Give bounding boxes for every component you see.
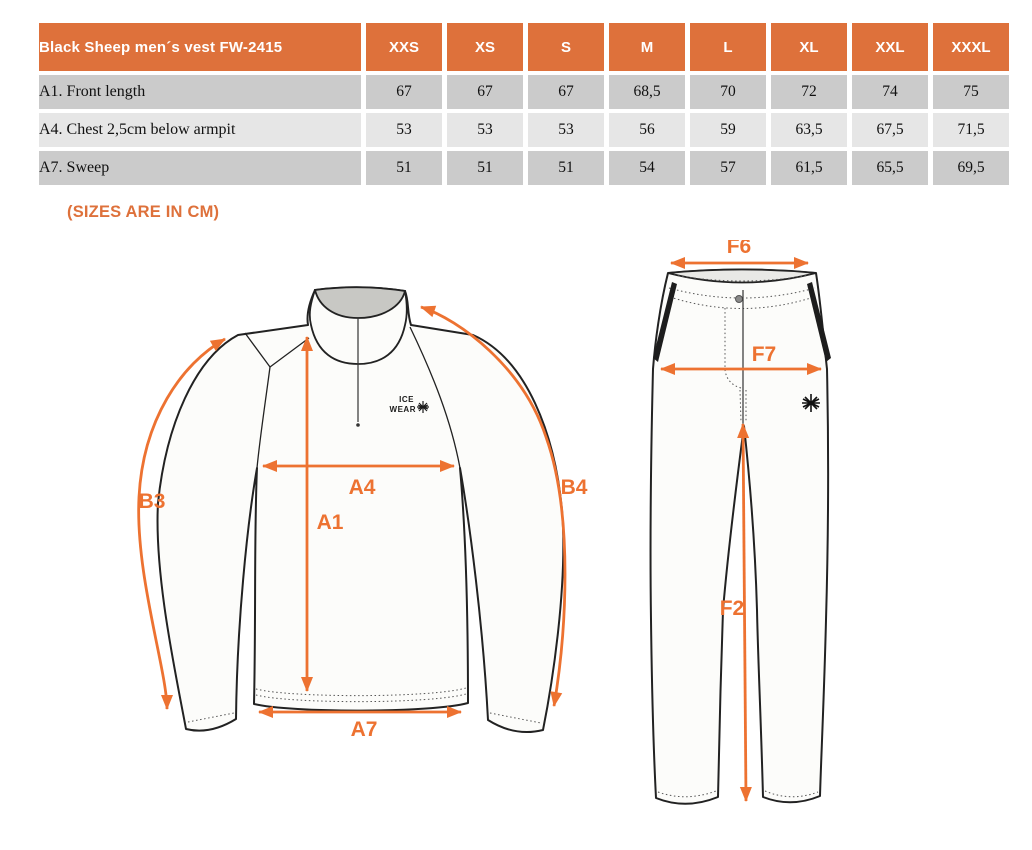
- table-row-front-length: A1. Front length 67 67 67 68,5 70 72 74 …: [39, 75, 1009, 109]
- crotch-stitch: [739, 389, 747, 423]
- waist-button: [735, 295, 743, 303]
- size-cell: 59: [690, 113, 766, 147]
- size-cell: 67: [528, 75, 604, 109]
- size-cell: 51: [447, 151, 523, 185]
- size-cell: 51: [528, 151, 604, 185]
- table-row-sweep: A7. Sweep 51 51 51 54 57 61,5 65,5 69,5: [39, 151, 1009, 185]
- size-cell: 67,5: [852, 113, 928, 147]
- size-cell: 51: [366, 151, 442, 185]
- measure-label-a1: A1: [317, 511, 344, 534]
- size-col-xxl: XXL: [852, 23, 928, 71]
- vest-collar-inner: [313, 286, 407, 319]
- table-row-chest: A4. Chest 2,5cm below armpit 53 53 53 56…: [39, 113, 1009, 147]
- size-cell: 68,5: [609, 75, 685, 109]
- table-header-row: Black Sheep men´s vest FW-2415 XXS XS S …: [39, 23, 1009, 71]
- pants-body-outline: [649, 268, 830, 805]
- measure-label-a4: A4: [349, 476, 376, 499]
- row-label: A4. Chest 2,5cm below armpit: [39, 113, 361, 147]
- size-cell: 70: [690, 75, 766, 109]
- size-cell: 74: [852, 75, 928, 109]
- size-cell: 71,5: [933, 113, 1009, 147]
- size-cell: 53: [447, 113, 523, 147]
- leg-hem-stitch: [657, 790, 717, 798]
- size-col-xl: XL: [771, 23, 847, 71]
- vest-raglan-seam-left: [256, 366, 271, 469]
- size-cell: 75: [933, 75, 1009, 109]
- size-col-xxxl: XXXL: [933, 23, 1009, 71]
- measure-arrow-b4: [420, 305, 567, 707]
- size-chart-table: Black Sheep men´s vest FW-2415 XXS XS S …: [34, 19, 1014, 189]
- size-cell: 63,5: [771, 113, 847, 147]
- pants-snowflake-icon: [802, 394, 820, 412]
- pants-waist-opening: [667, 268, 817, 284]
- table-title: Black Sheep men´s vest FW-2415: [39, 23, 361, 71]
- pocket-right: [807, 282, 831, 362]
- measure-label-b3: B3: [139, 490, 166, 513]
- measure-label-f2: F2: [720, 597, 745, 620]
- size-col-s: S: [528, 23, 604, 71]
- vest-diagram: ICE WEAR B3 B4 A4 A1 A7: [137, 286, 588, 741]
- size-cell: 65,5: [852, 151, 928, 185]
- size-cell: 57: [690, 151, 766, 185]
- measure-label-f6: F6: [727, 240, 752, 258]
- measure-arrow-b3: [137, 337, 226, 710]
- measure-label-b4: B4: [561, 476, 588, 499]
- pants-diagram: F6 F7 F2: [649, 240, 831, 805]
- size-cell: 72: [771, 75, 847, 109]
- size-cell: 67: [366, 75, 442, 109]
- pocket-left: [653, 282, 677, 362]
- size-cell: 67: [447, 75, 523, 109]
- size-cell: 53: [366, 113, 442, 147]
- size-cell: 56: [609, 113, 685, 147]
- waistband-stitch: [669, 296, 815, 309]
- size-cell: 61,5: [771, 151, 847, 185]
- measure-label-a7: A7: [351, 718, 378, 741]
- brand-logo-line1: ICE: [399, 395, 414, 404]
- measure-arrow-f2: [737, 423, 752, 802]
- brand-logo-line2: WEAR: [390, 405, 416, 414]
- size-cell: 53: [528, 113, 604, 147]
- leg-hem-stitch: [764, 790, 819, 798]
- row-label: A1. Front length: [39, 75, 361, 109]
- measure-label-f7: F7: [752, 343, 777, 366]
- size-cell: 69,5: [933, 151, 1009, 185]
- size-col-l: L: [690, 23, 766, 71]
- vest-zipper-pull: [356, 423, 360, 427]
- row-label: A7. Sweep: [39, 151, 361, 185]
- size-col-m: M: [609, 23, 685, 71]
- size-cell: 54: [609, 151, 685, 185]
- size-col-xxs: XXS: [366, 23, 442, 71]
- sizes-unit-note: (SIZES ARE IN CM): [67, 203, 220, 221]
- size-col-xs: XS: [447, 23, 523, 71]
- vest-cuff-stitch: [489, 712, 542, 724]
